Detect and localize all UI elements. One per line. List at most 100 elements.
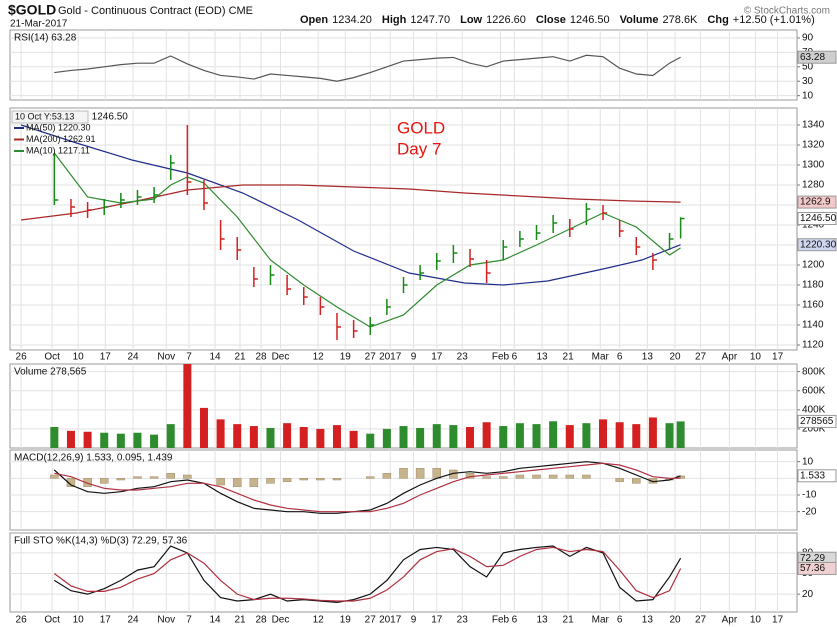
volume-bar [116,433,125,448]
price-label: (Daily) 1246.50 [60,112,128,123]
x-tick-label: 14 [210,352,222,363]
histogram-bar [316,478,325,481]
volume-bar [416,427,425,448]
volume-bar [482,422,491,448]
credit: © StockCharts.com [744,6,830,17]
x-tick-label: 17 [431,352,443,363]
x-tick-label: Mar [592,352,610,363]
x-tick-label: 27 [365,615,377,626]
x-tick-label: 21 [563,352,575,363]
y-tick-label: 400K [802,404,826,415]
x-tick-label: 17 [431,615,443,626]
value-badge [797,414,837,428]
instrument-name: Gold - Continuous Contract (EOD) CME [58,5,253,17]
volume-bar [299,427,308,448]
histogram-bar [582,474,591,479]
volume-bar [648,417,657,448]
histogram-bar [249,478,259,487]
histogram-bar [216,478,225,486]
x-tick-label: 6 [512,615,518,626]
legend-entry: MA(10) 1217.11 [26,145,90,155]
y-tick-label: 1140 [802,320,824,331]
x-tick-label: 24 [127,352,139,363]
x-tick-label: Feb [492,615,510,626]
histogram-bar [365,476,375,479]
histogram-bar [50,474,59,479]
volume-bar [166,424,175,448]
x-tick-label: 24 [127,615,139,626]
volume-bar [466,427,475,448]
x-tick-label: 20 [670,352,682,363]
volume-bar [565,425,574,448]
x-tick-label: 13 [642,352,654,363]
y-tick-label: 1240 [802,220,825,231]
histogram-bar [432,468,442,479]
value-badge [797,195,837,209]
quote-value: 1226.60 [486,14,526,26]
x-tick-label: 14 [210,615,222,626]
y-tick-label: 1300 [802,160,825,171]
x-tick-label: 7 [186,352,192,363]
x-tick-label: 17 [100,615,112,626]
histogram-bar [282,478,292,482]
x-tick-label: 6 [512,352,518,363]
value-badge [797,469,837,483]
x-tick-label: 10 [750,615,762,626]
histogram-bar [83,478,92,487]
x-tick-label: 26 [16,352,28,363]
quote-line: Open 1234.20 High 1247.70 Low 1226.60 Close 124… [300,14,815,26]
histogram-bar [565,474,575,479]
x-tick-label: 12 [313,352,325,363]
value-badge-label: 278565 [800,416,834,427]
volume-bar [632,424,641,448]
annotation: Day 7 [397,139,441,158]
date: 21-Mar-2017 [10,19,68,30]
value-badge [797,212,837,225]
quote-value: 278.6K [663,14,699,26]
x-tick-label: 17 [772,615,784,626]
volume-bar [382,428,391,448]
x-tick-label: 19 [340,352,352,363]
volume-bar [615,422,624,448]
value-badge-label: 1246.50 [800,213,837,224]
x-tick-label: 6 [617,352,623,363]
y-tick-label: 1340 [802,120,825,131]
quote-label: Close [536,14,566,26]
x-tick-label: Dec [272,352,290,363]
panel-plot [10,364,797,448]
annotation: GOLD [397,118,445,137]
volume-bar [499,426,508,448]
volume-bar [599,419,608,448]
x-tick-label: 7 [186,615,192,626]
histogram-bar [632,478,641,484]
histogram-bar [266,478,275,484]
volume-bar [665,423,674,448]
quote-label: High [382,14,407,26]
tooltip-box [11,110,89,124]
x-tick-label: 19 [340,615,352,626]
quote-label: Chg [707,14,728,26]
tooltip: 10 Oct Y:53.13 [15,111,74,121]
histogram-bar [116,478,126,481]
legend-entry: MA(50) 1220.30 [26,122,91,132]
volume-bar [50,427,59,448]
panel-title: Full STO %K(14,3) %D(3) 72.29, 57.36 [14,536,188,547]
panel-frame [9,532,798,613]
quote-value: +12.50 (+1.01%) [733,14,815,26]
volume-bar [532,424,541,448]
x-tick-label: 21 [563,615,575,626]
y-tick-label: 90 [802,33,814,44]
x-tick-label: 13 [536,615,548,626]
quote-value: 1234.20 [332,14,372,26]
x-tick-label: 2017 [379,615,402,626]
series-line [53,461,681,514]
series-line [54,54,681,82]
x-tick-label: 23 [457,352,469,363]
volume-bar [515,423,524,448]
y-tick-label: 1320 [802,140,825,151]
volume-bar [399,426,408,448]
volume-bar [100,432,109,448]
volume-bar [449,425,458,448]
x-tick-label: 13 [536,352,548,363]
panel-title: MACD(12,26,9) 1.533, 0.095, 1.439 [14,453,173,464]
